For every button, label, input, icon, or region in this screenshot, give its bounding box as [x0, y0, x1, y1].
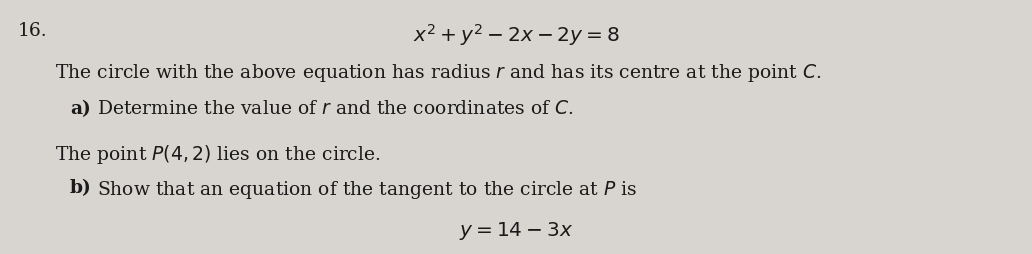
Text: 16.: 16. [18, 22, 47, 40]
Text: a): a) [70, 100, 91, 118]
Text: Show that an equation of the tangent to the circle at $P$ is: Show that an equation of the tangent to … [97, 178, 638, 200]
Text: b): b) [70, 178, 92, 196]
Text: $x^2+y^2-2x-2y=8$: $x^2+y^2-2x-2y=8$ [413, 22, 619, 48]
Text: The point $P(4,2)$ lies on the circle.: The point $P(4,2)$ lies on the circle. [55, 142, 381, 165]
Text: $y=14-3x$: $y=14-3x$ [459, 219, 573, 241]
Text: Determine the value of $r$ and the coordinates of $C$.: Determine the value of $r$ and the coord… [97, 100, 574, 118]
Text: The circle with the above equation has radius $r$ and has its centre at the poin: The circle with the above equation has r… [55, 62, 821, 84]
